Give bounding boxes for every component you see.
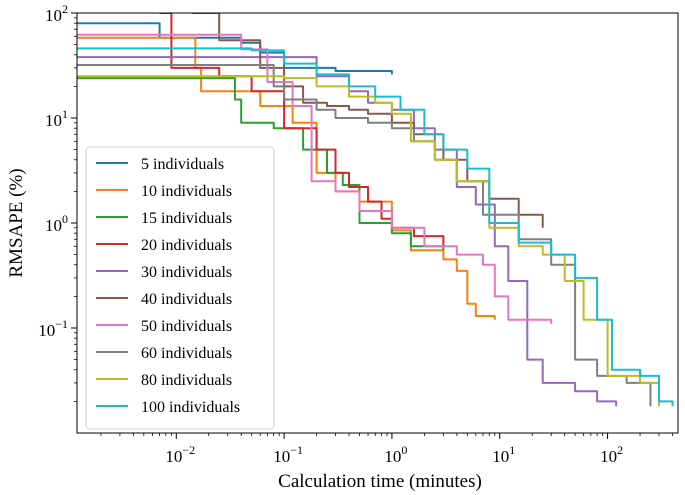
y-tick-label: 10−1 bbox=[38, 317, 68, 340]
legend-label-5: 30 individuals bbox=[141, 264, 232, 281]
y-tick-label: 100 bbox=[45, 212, 68, 235]
y-axis-title: RMSAPE (%) bbox=[6, 168, 27, 277]
legend-label-1: 5 individuals bbox=[141, 156, 224, 173]
legend-label-6: 40 individuals bbox=[141, 291, 232, 308]
series-line-10 bbox=[77, 47, 674, 407]
x-tick-label: 10−1 bbox=[273, 443, 303, 466]
x-tick-label: 101 bbox=[492, 443, 515, 466]
series-line-9 bbox=[77, 75, 660, 407]
x-tick-label: 102 bbox=[600, 443, 623, 466]
legend-label-9: 80 individuals bbox=[141, 372, 232, 389]
legend: 5 individuals 10 individuals 15 individual… bbox=[85, 146, 275, 430]
legend-label-10: 100 individuals bbox=[141, 399, 240, 416]
axis-layer: 10−2 10−1 100 101 102 10−1 100 101 102 bbox=[38, 2, 673, 466]
x-axis-title: Calculation time (minutes) bbox=[278, 471, 482, 492]
x-tick-label: 10−2 bbox=[165, 443, 195, 466]
y-tick-label: 102 bbox=[45, 2, 68, 25]
legend-label-4: 20 individuals bbox=[141, 237, 232, 254]
x-tick-label: 100 bbox=[384, 443, 407, 466]
y-tick-label: 101 bbox=[45, 107, 68, 130]
legend-label-2: 10 individuals bbox=[141, 183, 232, 200]
series-line-5 bbox=[77, 56, 618, 407]
series-line-3 bbox=[77, 77, 445, 251]
legend-label-8: 60 individuals bbox=[141, 345, 232, 362]
legend-label-7: 50 individuals bbox=[141, 318, 232, 335]
series-layer bbox=[77, 13, 674, 407]
legend-label-3: 15 individuals bbox=[141, 210, 232, 227]
legend-box bbox=[85, 146, 275, 430]
